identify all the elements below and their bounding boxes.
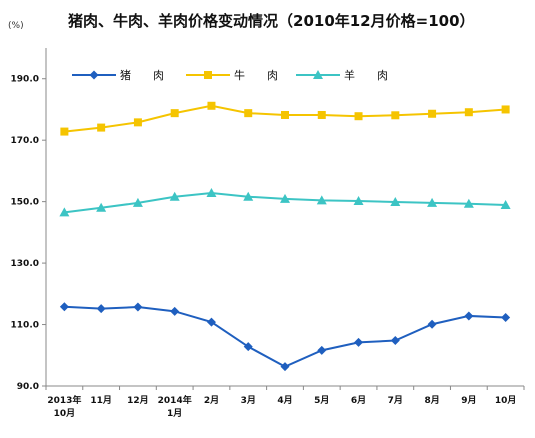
x-tick-label-line: 2014年 <box>158 394 192 406</box>
x-tick-label: 2013年 10月 <box>47 394 81 419</box>
data-point <box>207 101 216 110</box>
data-point <box>354 337 364 347</box>
data-point <box>244 109 253 118</box>
data-point <box>464 108 473 117</box>
data-point <box>280 193 290 203</box>
legend-marker <box>313 70 323 79</box>
x-tick-label: 8月 <box>424 395 439 406</box>
x-tick-label: 5月 <box>314 395 329 406</box>
data-point <box>59 302 69 312</box>
x-tick-label: 7月 <box>388 395 403 406</box>
data-point <box>317 345 327 355</box>
legend-label: 牛 肉 <box>234 68 278 82</box>
x-tick-label-line: 8月 <box>424 395 439 406</box>
x-tick-label: 9月 <box>461 395 476 406</box>
data-point <box>281 110 289 119</box>
series-2 <box>59 188 511 217</box>
data-point <box>463 198 474 208</box>
data-point <box>170 306 180 316</box>
legend-label: 猪 肉 <box>120 69 164 82</box>
plot-area: 90.0 110.0 130.0 150.0 170.0 190.0 2013年 10月 11月… <box>11 48 525 419</box>
data-point <box>206 317 216 327</box>
x-tick-label-line: 4月 <box>277 395 292 406</box>
data-point <box>60 127 69 136</box>
x-tick-label: 11月 <box>90 395 112 406</box>
data-point <box>464 311 474 321</box>
y-tick-label: 130.0 <box>11 259 39 269</box>
data-point <box>317 110 326 119</box>
data-point <box>96 304 106 314</box>
legend-marker <box>89 70 99 80</box>
x-tick-label-line: 9月 <box>461 395 476 406</box>
x-tick-label-line: 2013年 <box>47 394 81 406</box>
data-point <box>170 109 179 118</box>
data-point <box>391 111 400 120</box>
x-tick-label: 12月 <box>127 395 149 406</box>
data-point <box>132 197 143 207</box>
data-point <box>390 336 400 346</box>
y-tick-label: 90.0 <box>17 382 39 392</box>
x-tick-label: 3月 <box>241 395 256 406</box>
y-tick-label: 110.0 <box>11 321 39 331</box>
series-0 <box>59 302 511 372</box>
data-point <box>169 191 180 201</box>
data-point <box>353 196 364 206</box>
data-point <box>133 302 143 312</box>
y-tick-label: 170.0 <box>11 136 39 146</box>
chart-title: 猪肉、牛肉、羊肉价格变动情况（2010年12月价格=100） <box>67 12 475 30</box>
x-tick-label-line: 10月 <box>495 395 517 406</box>
x-tick-label: 2014年 1月 <box>158 394 192 419</box>
series-line <box>64 305 506 368</box>
data-point <box>206 188 217 198</box>
legend-item: 牛 肉 <box>186 68 278 82</box>
unit-label: (%) <box>8 21 24 31</box>
data-point <box>243 191 254 201</box>
data-point <box>97 123 106 132</box>
data-point <box>59 207 70 217</box>
x-tick-label: 4月 <box>277 395 292 406</box>
x-tick-label: 2月 <box>204 395 219 406</box>
x-tick-label-line: 12月 <box>127 395 149 406</box>
data-point <box>96 202 107 212</box>
x-tick-label: 6月 <box>351 395 366 406</box>
x-tick-label-line: 3月 <box>241 395 256 406</box>
x-tick-label: 10月 <box>495 395 517 406</box>
legend-label: 羊 肉 <box>344 68 388 82</box>
data-point <box>243 342 253 352</box>
data-point <box>501 105 510 114</box>
data-point <box>427 197 438 207</box>
data-point <box>428 109 437 118</box>
data-point <box>390 196 401 206</box>
y-tick-label: 150.0 <box>11 198 39 208</box>
legend-item: 羊 肉 <box>296 68 388 82</box>
x-tick-label-line: 11月 <box>90 395 112 406</box>
legend-item: 猪 肉 <box>72 69 164 82</box>
y-tick-label: 190.0 <box>11 75 39 85</box>
series-1 <box>60 101 510 136</box>
x-tick-label-line: 10月 <box>54 408 76 419</box>
data-point <box>427 319 437 329</box>
data-point <box>501 312 511 322</box>
x-tick-label-line: 5月 <box>314 395 329 406</box>
data-point <box>316 195 327 205</box>
data-point <box>133 118 142 127</box>
data-point <box>280 362 290 372</box>
x-tick-label-line: 6月 <box>351 395 366 406</box>
data-point <box>354 112 363 121</box>
x-tick-label-line: 7月 <box>388 395 403 406</box>
x-tick-label-line: 1月 <box>167 408 182 419</box>
legend-marker <box>204 71 212 79</box>
data-point <box>500 200 511 210</box>
x-tick-label-line: 2月 <box>204 395 219 406</box>
